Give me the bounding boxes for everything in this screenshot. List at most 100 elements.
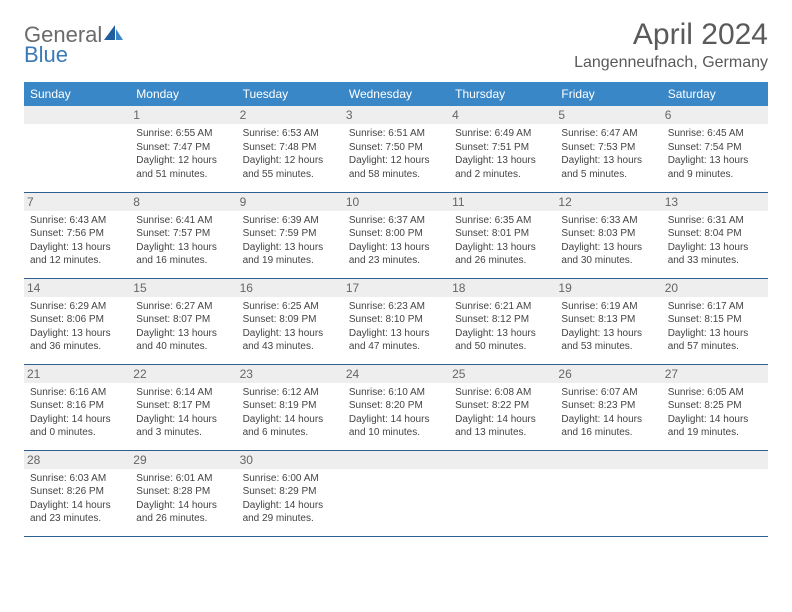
sunrise-text: Sunrise: 6:19 AM bbox=[561, 300, 655, 314]
day-number: 29 bbox=[130, 451, 236, 469]
daylight-text-1: Daylight: 12 hours bbox=[243, 154, 337, 168]
calendar-cell: 11Sunrise: 6:35 AMSunset: 8:01 PMDayligh… bbox=[449, 192, 555, 278]
calendar-cell: 16Sunrise: 6:25 AMSunset: 8:09 PMDayligh… bbox=[237, 278, 343, 364]
sunrise-text: Sunrise: 6:08 AM bbox=[455, 386, 549, 400]
day-number: 18 bbox=[449, 279, 555, 297]
day-number: 4 bbox=[449, 106, 555, 124]
sunrise-text: Sunrise: 6:01 AM bbox=[136, 472, 230, 486]
header: GeneralBlue April 2024 Langenneufnach, G… bbox=[24, 18, 768, 72]
daylight-text-2: and 10 minutes. bbox=[349, 426, 443, 440]
sunrise-text: Sunrise: 6:45 AM bbox=[668, 127, 762, 141]
sunset-text: Sunset: 8:12 PM bbox=[455, 313, 549, 327]
daylight-text-2: and 40 minutes. bbox=[136, 340, 230, 354]
daylight-text-2: and 51 minutes. bbox=[136, 168, 230, 182]
sunset-text: Sunset: 8:10 PM bbox=[349, 313, 443, 327]
calendar-cell: 5Sunrise: 6:47 AMSunset: 7:53 PMDaylight… bbox=[555, 106, 661, 192]
calendar-cell: 18 Sunrise: 6:21 AMSunset: 8:12 PMDayligh… bbox=[449, 278, 555, 364]
sunrise-text: Sunrise: 6:17 AM bbox=[668, 300, 762, 314]
daylight-text-2: and 57 minutes. bbox=[668, 340, 762, 354]
sunrise-text: Sunrise: 6:14 AM bbox=[136, 386, 230, 400]
sunrise-text: Sunrise: 6:16 AM bbox=[30, 386, 124, 400]
sunset-text: Sunset: 7:50 PM bbox=[349, 141, 443, 155]
daylight-text-2: and 26 minutes. bbox=[136, 512, 230, 526]
sunset-text: Sunset: 8:13 PM bbox=[561, 313, 655, 327]
daylight-text-2: and 13 minutes. bbox=[455, 426, 549, 440]
logo: GeneralBlue bbox=[24, 24, 125, 66]
daylight-text-1: Daylight: 12 hours bbox=[136, 154, 230, 168]
sunset-text: Sunset: 8:23 PM bbox=[561, 399, 655, 413]
sunset-text: Sunset: 7:51 PM bbox=[455, 141, 549, 155]
day-number: 1 bbox=[130, 106, 236, 124]
day-number-empty bbox=[343, 451, 449, 469]
logo-text-blue: Blue bbox=[24, 44, 125, 66]
daylight-text-1: Daylight: 14 hours bbox=[668, 413, 762, 427]
calendar-week-row: 28Sunrise: 6:03 AMSunset: 8:26 PMDayligh… bbox=[24, 450, 768, 536]
day-number: 17 bbox=[343, 279, 449, 297]
sunset-text: Sunset: 8:29 PM bbox=[243, 485, 337, 499]
sunset-text: Sunset: 8:17 PM bbox=[136, 399, 230, 413]
day-header: Friday bbox=[555, 82, 661, 106]
calendar-cell: 25Sunrise: 6:08 AMSunset: 8:22 PMDayligh… bbox=[449, 364, 555, 450]
day-number: 25 bbox=[449, 365, 555, 383]
month-title: April 2024 bbox=[574, 18, 768, 52]
daylight-text-1: Daylight: 13 hours bbox=[561, 154, 655, 168]
calendar-cell: 6Sunrise: 6:45 AMSunset: 7:54 PMDaylight… bbox=[662, 106, 768, 192]
sunrise-text: Sunrise: 6:51 AM bbox=[349, 127, 443, 141]
calendar-cell: 15Sunrise: 6:27 AMSunset: 8:07 PMDayligh… bbox=[130, 278, 236, 364]
sunrise-text: Sunrise: 6:05 AM bbox=[668, 386, 762, 400]
calendar-cell: 8Sunrise: 6:41 AMSunset: 7:57 PMDaylight… bbox=[130, 192, 236, 278]
sunset-text: Sunset: 7:47 PM bbox=[136, 141, 230, 155]
sunrise-text: Sunrise: 6:41 AM bbox=[136, 214, 230, 228]
sunset-text: Sunset: 8:09 PM bbox=[243, 313, 337, 327]
daylight-text-2: and 12 minutes. bbox=[30, 254, 124, 268]
sunset-text: Sunset: 7:53 PM bbox=[561, 141, 655, 155]
calendar-cell bbox=[662, 450, 768, 536]
sunrise-text: Sunrise: 6:23 AM bbox=[349, 300, 443, 314]
sunrise-text: Sunrise: 6:53 AM bbox=[243, 127, 337, 141]
sunset-text: Sunset: 8:28 PM bbox=[136, 485, 230, 499]
daylight-text-2: and 2 minutes. bbox=[455, 168, 549, 182]
calendar-cell: 9Sunrise: 6:39 AMSunset: 7:59 PMDaylight… bbox=[237, 192, 343, 278]
daylight-text-2: and 43 minutes. bbox=[243, 340, 337, 354]
calendar-cell: 24Sunrise: 6:10 AMSunset: 8:20 PMDayligh… bbox=[343, 364, 449, 450]
daylight-text-2: and 55 minutes. bbox=[243, 168, 337, 182]
day-number: 23 bbox=[237, 365, 343, 383]
sunrise-text: Sunrise: 6:21 AM bbox=[455, 300, 549, 314]
calendar-cell: 17 Sunrise: 6:23 AMSunset: 8:10 PMDayligh… bbox=[343, 278, 449, 364]
day-header: Sunday bbox=[24, 82, 130, 106]
daylight-text-1: Daylight: 13 hours bbox=[561, 327, 655, 341]
day-number: 21 bbox=[24, 365, 130, 383]
sunrise-text: Sunrise: 6:07 AM bbox=[561, 386, 655, 400]
daylight-text-1: Daylight: 13 hours bbox=[136, 327, 230, 341]
sunset-text: Sunset: 7:48 PM bbox=[243, 141, 337, 155]
sunset-text: Sunset: 8:20 PM bbox=[349, 399, 443, 413]
logo-sail-icon bbox=[103, 24, 125, 46]
sunrise-text: Sunrise: 6:00 AM bbox=[243, 472, 337, 486]
daylight-text-1: Daylight: 14 hours bbox=[455, 413, 549, 427]
calendar-cell bbox=[555, 450, 661, 536]
daylight-text-1: Daylight: 14 hours bbox=[30, 413, 124, 427]
day-number: 19 bbox=[555, 279, 661, 297]
daylight-text-1: Daylight: 13 hours bbox=[455, 154, 549, 168]
daylight-text-1: Daylight: 13 hours bbox=[668, 241, 762, 255]
day-number: 9 bbox=[237, 193, 343, 211]
daylight-text-1: Daylight: 13 hours bbox=[243, 241, 337, 255]
sunset-text: Sunset: 8:04 PM bbox=[668, 227, 762, 241]
daylight-text-1: Daylight: 13 hours bbox=[243, 327, 337, 341]
daylight-text-2: and 23 minutes. bbox=[349, 254, 443, 268]
sunset-text: Sunset: 8:00 PM bbox=[349, 227, 443, 241]
daylight-text-2: and 0 minutes. bbox=[30, 426, 124, 440]
calendar-cell: 22Sunrise: 6:14 AMSunset: 8:17 PMDayligh… bbox=[130, 364, 236, 450]
sunrise-text: Sunrise: 6:33 AM bbox=[561, 214, 655, 228]
day-number: 27 bbox=[662, 365, 768, 383]
day-number: 24 bbox=[343, 365, 449, 383]
day-number-empty bbox=[449, 451, 555, 469]
daylight-text-2: and 19 minutes. bbox=[668, 426, 762, 440]
daylight-text-1: Daylight: 13 hours bbox=[455, 327, 549, 341]
daylight-text-1: Daylight: 13 hours bbox=[349, 327, 443, 341]
daylight-text-1: Daylight: 14 hours bbox=[30, 499, 124, 513]
sunrise-text: Sunrise: 6:10 AM bbox=[349, 386, 443, 400]
sunrise-text: Sunrise: 6:49 AM bbox=[455, 127, 549, 141]
sunrise-text: Sunrise: 6:47 AM bbox=[561, 127, 655, 141]
day-number: 16 bbox=[237, 279, 343, 297]
